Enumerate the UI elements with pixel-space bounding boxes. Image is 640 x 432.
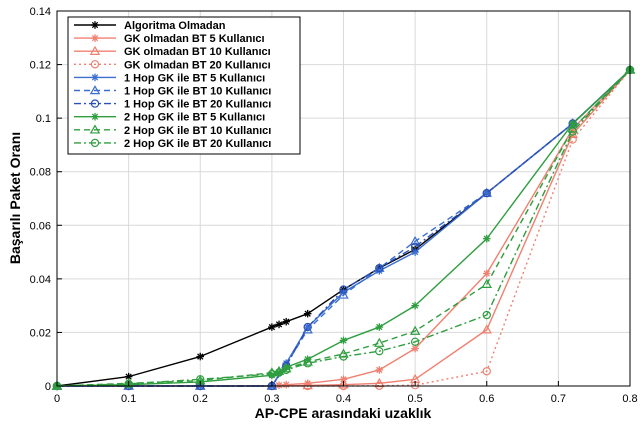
data-point [282, 365, 291, 375]
data-point [568, 127, 577, 136]
data-point [481, 278, 492, 288]
legend-item: GK olmadan BT 5 Kullanıcı [74, 33, 265, 45]
x-tick-label: 0.1 [121, 393, 136, 405]
data-point [338, 379, 349, 389]
ticks: 0 0.1 0.2 0.3 0.4 0.5 0.6 0.7 0.8 0 0.02 0.04 0.06 0.… [30, 6, 638, 405]
data-point [302, 380, 313, 390]
legend-item: GK olmadan BT 10 Kullanıcı [74, 45, 271, 58]
y-tick-label: 0.12 [30, 60, 51, 72]
legend-item: GK olmadan BT 20 Kullanıcı [74, 59, 271, 71]
legend-label: GK olmadan BT 5 Kullanıcı [124, 33, 265, 45]
data-point [275, 320, 283, 329]
x-tick-label: 0.4 [336, 393, 351, 405]
data-point [409, 235, 421, 246]
legend-marker [90, 99, 100, 108]
y-tick-label: 0.14 [30, 6, 51, 18]
data-point [266, 367, 278, 377]
data-point [482, 234, 491, 243]
data-point [482, 310, 491, 320]
data-point [196, 352, 205, 361]
data-point [338, 289, 349, 299]
legend-label: Algoritma Olmadan [124, 20, 226, 32]
data-point [482, 188, 491, 198]
data-point [280, 363, 292, 373]
legend-item: 2 Hop GK ile BT 10 Kullanıcı [74, 124, 271, 137]
data-point [410, 337, 420, 347]
y-tick-label: 0.04 [30, 274, 51, 286]
data-point [375, 346, 384, 356]
data-point [302, 324, 313, 334]
data-point [303, 359, 312, 368]
y-tick-label: 0.08 [30, 167, 51, 179]
x-tick-label: 0.3 [264, 393, 279, 405]
legend-item: 1 Hop GK ile BT 5 Kullanıcı [74, 72, 265, 84]
legend-item: 2 Hop GK ile BT 20 Kullanıcı [74, 138, 271, 150]
legend-label: 2 Hop GK ile BT 20 Kullanıcı [124, 138, 271, 150]
data-point [411, 344, 419, 353]
x-axis-label: AP-CPE arasındaki uzaklık [255, 405, 432, 421]
legend-item: 1 Hop GK ile BT 10 Kullanıcı [74, 85, 271, 98]
data-point [303, 309, 312, 318]
data-point [273, 365, 285, 376]
data-point [374, 337, 385, 347]
x-tick-label: 0.2 [193, 393, 208, 405]
data-point [339, 352, 348, 361]
data-point [482, 269, 491, 278]
data-point [339, 285, 348, 294]
data-point [375, 366, 384, 374]
y-tick-label: 0.02 [30, 327, 51, 339]
data-point [375, 323, 384, 331]
data-point [411, 301, 419, 310]
data-point [303, 322, 312, 332]
legend-marker [91, 112, 99, 121]
legend-item: 2 Hop GK ile BT 5 Kullanıcı [74, 112, 265, 124]
y-axis-label: Başarılı Paket Oranı [7, 132, 23, 264]
legend-marker [91, 73, 99, 82]
y-tick-label: 0.1 [36, 113, 51, 125]
x-tick-label: 0.5 [407, 393, 422, 405]
x-tick-label: 0 [54, 393, 60, 405]
data-point [282, 317, 290, 326]
series-line [56, 69, 631, 387]
x-tick-label: 0.7 [551, 393, 566, 405]
legend-marker [91, 21, 99, 29]
legend-item: Algoritma Olmadan [74, 20, 226, 32]
legend-marker [89, 124, 101, 134]
legend-box [67, 16, 301, 155]
data-point [339, 336, 348, 345]
data-point [282, 380, 290, 389]
x-tick-label: 0.8 [622, 393, 637, 405]
data-point [124, 379, 133, 389]
series-line [56, 69, 631, 387]
legend-marker [89, 85, 101, 95]
data-point [302, 356, 313, 366]
legend-label: GK olmadan BT 10 Kullanıcı [124, 46, 271, 58]
legend-label: GK olmadan BT 20 Kullanıcı [124, 59, 271, 71]
legend-label: 1 Hop GK ile BT 5 Kullanıcı [124, 72, 265, 84]
legend-marker [90, 60, 100, 69]
legend-label: 2 Hop GK ile BT 5 Kullanıcı [124, 112, 265, 124]
y-tick-label: 0.06 [30, 220, 51, 232]
legend-label: 1 Hop GK ile BT 10 Kullanıcı [124, 86, 271, 98]
legend-label: 1 Hop GK ile BT 20 Kullanıcı [124, 99, 271, 111]
data-point [482, 367, 491, 376]
legend-item: 1 Hop GK ile BT 20 Kullanıcı [74, 99, 271, 111]
data-point [410, 242, 420, 251]
legend-marker [90, 138, 100, 148]
y-tick-label: 0 [45, 381, 51, 393]
legend-marker [89, 45, 101, 55]
legend-marker [91, 34, 99, 42]
data-point [274, 368, 284, 377]
data-point [409, 325, 421, 335]
x-tick-label: 0.6 [479, 393, 494, 405]
legend-label: 2 Hop GK ile BT 10 Kullanıcı [124, 125, 271, 137]
data-point [375, 263, 384, 273]
data-point [481, 324, 492, 334]
data-point [268, 323, 276, 331]
